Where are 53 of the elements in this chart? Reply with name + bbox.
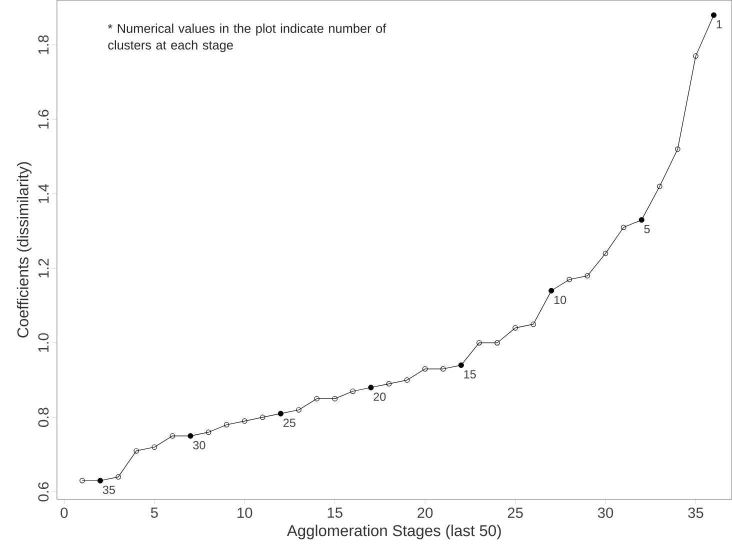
point [602,250,608,256]
y-tick-label: 1.6 [38,110,49,128]
annotation: 35 [102,486,115,494]
x-tick-label: 35 [688,507,704,518]
point [296,407,302,412]
point [584,272,590,278]
x-tick-label: 5 [150,507,158,518]
point [206,429,212,435]
annotation: 1 [716,20,722,28]
x-axis-title: Agglomeration Stages (last 50) [286,524,501,540]
x-tick-label: 10 [238,507,252,518]
annotation: 30 [193,440,206,450]
point [152,444,158,450]
point [260,414,266,420]
point [693,53,698,59]
point [566,276,572,282]
x-tick-label: 20 [418,507,433,518]
point [675,146,680,152]
x-tick-label: 0 [60,507,68,518]
point [530,321,536,327]
point [440,366,446,372]
point [350,388,356,394]
point [242,418,248,424]
point [332,396,338,402]
point [134,448,139,454]
point [620,224,626,230]
y-tick-label: 1.4 [38,184,49,203]
point [422,366,428,372]
annotation: 20 [374,392,386,401]
annotation: 5 [644,224,650,234]
y-tick-label: 0.8 [38,408,49,427]
annotation: 25 [283,418,296,427]
point [512,325,518,330]
point [656,184,662,189]
x-tick-label: 15 [328,507,342,518]
point [170,433,176,438]
annotation: 15 [464,370,476,378]
y-tick-label: 1.0 [38,333,49,352]
y-tick-label: 1.8 [38,35,49,54]
point [314,396,320,402]
annotation: * Numerical values in the plot indicate number of clusters at each stage [108,23,386,52]
point [116,474,121,480]
y-axis-title: Coefficients (dissimilarity) [16,162,32,338]
point [476,340,482,346]
annotation: 10 [554,296,566,304]
point [404,377,410,383]
x-tick-label: 25 [508,507,523,518]
x-tick-label: 30 [598,507,614,518]
y-tick-label: 1.2 [38,258,49,278]
point [386,380,392,386]
point [494,340,500,346]
point [224,422,230,428]
y-tick-label: 0.6 [38,482,49,502]
